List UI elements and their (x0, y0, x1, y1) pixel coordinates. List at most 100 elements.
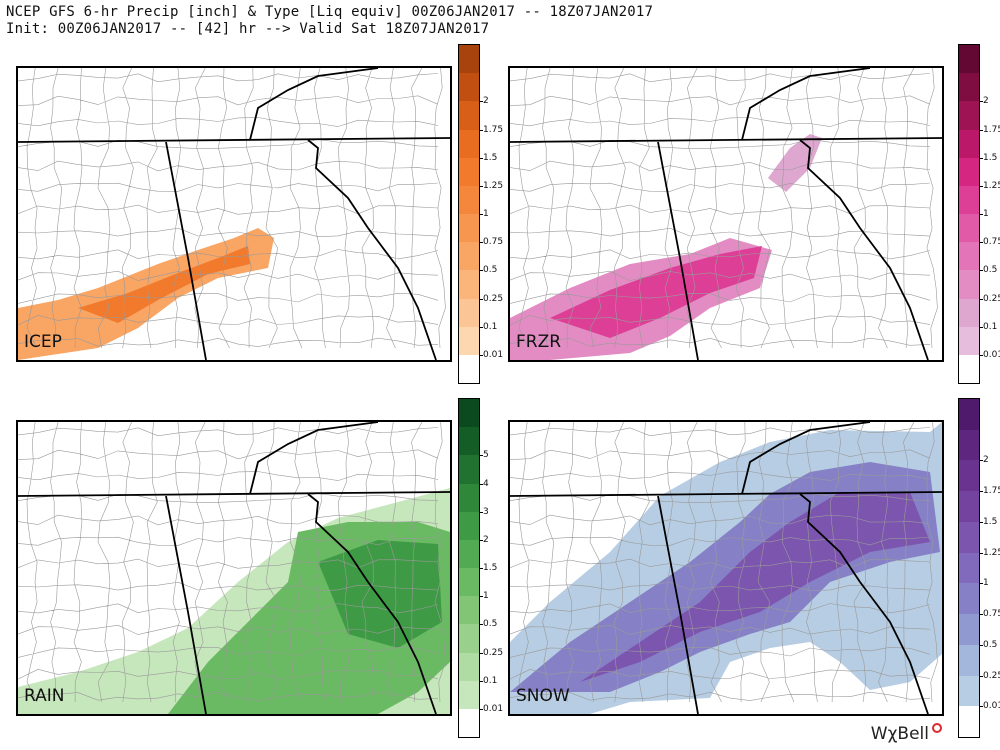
colorbar-segment (959, 241, 979, 271)
colorbar-segment (459, 623, 479, 653)
county-lines (18, 68, 446, 349)
colorbar-segment (459, 129, 479, 158)
colorbar-tick (479, 652, 483, 654)
colorbar-tick (479, 596, 483, 598)
chart-title-line-2: Init: 00Z06JAN2017 -- [42] hr --> Valid … (6, 21, 490, 37)
colorbar-segment (459, 680, 479, 709)
colorbar-segment (459, 454, 479, 484)
colorbar-tick (479, 624, 483, 626)
colorbar-tick (979, 242, 983, 244)
rain-heavy-core (318, 540, 442, 648)
colorbar-tick-label: 5 (483, 450, 489, 461)
colorbar-tick-label: 0.01 (483, 349, 504, 360)
colorbar-segment (459, 354, 479, 383)
colorbar-segment (959, 398, 979, 430)
colorbar-tick (979, 460, 983, 462)
colorbar-tick (479, 539, 483, 541)
colorbar-segment (959, 44, 979, 74)
colorbar-segment (459, 44, 479, 74)
colorbar-segment (959, 129, 979, 158)
colorbar-tick-label: 0.25 (983, 670, 1000, 681)
colorbar-segment (959, 706, 979, 737)
county-lines (510, 422, 938, 703)
colorbar-tick-label: 1.25 (483, 180, 504, 191)
icep-precip-core (78, 246, 250, 323)
frzr-map-panel: FRZR (508, 66, 944, 362)
county-lines (18, 422, 446, 703)
state-borders (510, 68, 942, 360)
colorbar-segment (459, 595, 479, 625)
colorbar-segment (459, 213, 479, 243)
colorbar-tick (479, 298, 483, 300)
colorbar-segment (459, 298, 479, 327)
panel-label-rain: RAIN (24, 686, 65, 706)
logo-dot-icon (932, 723, 942, 733)
colorbar-tick (479, 326, 483, 328)
snow-colorbar: 0.01 0.25 0.5 0.75 1 1.25 1.5 1.75 2 (958, 398, 1000, 738)
colorbar-tick-label: 1.75 (983, 124, 1000, 135)
colorbar-segment (959, 298, 979, 327)
colorbar-segment (459, 185, 479, 214)
colorbar-tick-label: 0.01 (983, 349, 1000, 360)
colorbar-segment (459, 398, 479, 428)
colorbar-segment (459, 567, 479, 597)
frzr-colorbar: 0.01 0.1 0.25 0.5 0.75 1 1.25 1.5 1.75 2 (958, 44, 1000, 384)
colorbar-segment (459, 72, 479, 102)
colorbar-tick (979, 491, 983, 493)
colorbar-tick (479, 157, 483, 159)
colorbar-tick-label: 0.1 (983, 321, 998, 332)
colorbar-segment (959, 185, 979, 214)
colorbar-segment (459, 708, 479, 737)
colorbar-tick (479, 185, 483, 187)
colorbar-tick-label: 1.25 (983, 547, 1000, 558)
colorbar-tick-label: 0.1 (483, 321, 498, 332)
colorbar-segment (459, 426, 479, 456)
colorbar-tick (479, 483, 483, 485)
colorbar-tick (479, 101, 483, 103)
colorbar-tick-label: 0.01 (483, 703, 504, 714)
icep-map-panel: ICEP (16, 66, 452, 362)
colorbar-tick-label: 1 (483, 591, 489, 602)
colorbar-segment (459, 539, 479, 568)
panel-label-snow: SNOW (516, 686, 570, 706)
colorbar-tick-label: 1.75 (983, 486, 1000, 497)
state-borders (18, 422, 450, 714)
colorbar-tick (979, 157, 983, 159)
colorbar-tick-label: 0.5 (983, 639, 998, 650)
colorbar-tick-label: 1 (983, 578, 989, 589)
colorbar-tick-label: 0.5 (483, 619, 498, 630)
colorbar-segment (459, 241, 479, 271)
colorbar-tick (979, 706, 983, 708)
rain-map-panel: RAIN (16, 420, 452, 716)
colorbar-segment (959, 552, 979, 584)
map-canvas (510, 68, 942, 360)
colorbar-segment (959, 675, 979, 707)
chart-title-line-1: NCEP GFS 6-hr Precip [inch] & Type [Liq … (6, 4, 654, 20)
colorbar-tick (979, 129, 983, 131)
colorbar-tick (479, 129, 483, 131)
rain-colorbar: 0.01 0.1 0.25 0.5 1 1.5 2 3 4 5 (458, 398, 503, 738)
colorbar-tick (479, 455, 483, 457)
colorbar-tick (479, 270, 483, 272)
colorbar-tick (479, 354, 483, 356)
frzr-light-area (768, 134, 822, 192)
colorbar-tick (479, 214, 483, 215)
colorbar-tick-label: 0.25 (983, 293, 1000, 304)
colorbar-tick (479, 242, 483, 244)
colorbar-tick-label: 0.5 (483, 265, 498, 276)
panel-label-icep: ICEP (24, 332, 62, 352)
colorbar-tick-label: 0.25 (483, 647, 504, 658)
colorbar-tick-label: 1.5 (483, 563, 498, 573)
colorbar-tick-label: 1.5 (983, 152, 998, 163)
colorbar-segment (459, 652, 479, 681)
snow-map-panel: SNOW (508, 420, 944, 716)
colorbar-tick (979, 354, 983, 356)
colorbar-tick (979, 583, 983, 585)
colorbar-tick (979, 101, 983, 103)
colorbar-tick-label: 0.75 (483, 237, 504, 248)
state-borders (510, 422, 942, 714)
colorbar-tick (979, 185, 983, 187)
colorbar-segment (959, 429, 979, 461)
colorbar-tick (979, 614, 983, 616)
wxbell-logo: WχBell (871, 723, 942, 744)
